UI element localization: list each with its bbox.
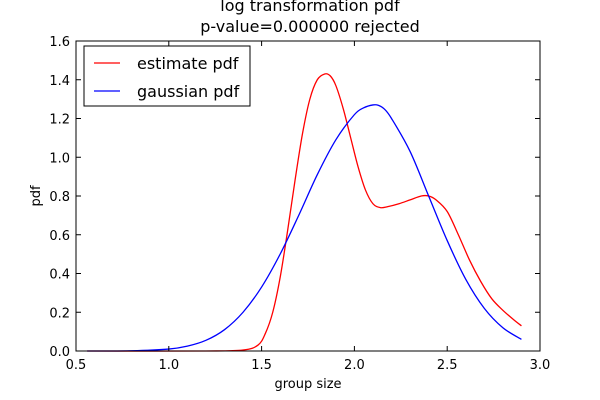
legend-box [83, 45, 251, 107]
legend-label-estimate: estimate pdf [137, 54, 239, 73]
chart-legend: estimate pdf gaussian pdf [83, 45, 251, 107]
x-axis-label: group size [274, 377, 341, 392]
series-line-gaussian [87, 104, 522, 352]
y-tick-label: 0.8 [49, 190, 70, 205]
x-tick-label: 0.5 [66, 358, 87, 373]
y-tick-label: 1.6 [49, 35, 70, 50]
y-axis-ticks: 0.0 0.2 0.4 0.6 0.8 1.0 1.2 1.4 1.6 [49, 35, 540, 360]
x-tick-label: 3.0 [530, 358, 551, 373]
y-tick-label: 0.4 [49, 268, 70, 283]
series-line-estimate [87, 73, 522, 352]
chart-title: log transformation pdf [220, 0, 400, 15]
plot-series-group [87, 73, 522, 352]
y-tick-label: 1.4 [49, 74, 70, 89]
y-axis-label: pdf [29, 185, 44, 207]
x-axis-ticks: 0.5 1.0 1.5 2.0 2.5 3.0 [66, 41, 551, 373]
y-tick-label: 0.6 [49, 229, 70, 244]
chart-subtitle: p-value=0.000000 rejected [200, 17, 419, 36]
y-tick-label: 1.2 [49, 113, 70, 128]
y-tick-label: 0.2 [49, 306, 70, 321]
x-tick-label: 1.5 [251, 358, 272, 373]
x-tick-label: 2.5 [437, 358, 458, 373]
legend-label-gaussian: gaussian pdf [137, 82, 240, 101]
x-tick-label: 1.0 [158, 358, 179, 373]
y-tick-label: 0.0 [49, 345, 70, 360]
x-tick-label: 2.0 [344, 358, 365, 373]
y-tick-label: 1.0 [49, 151, 70, 166]
